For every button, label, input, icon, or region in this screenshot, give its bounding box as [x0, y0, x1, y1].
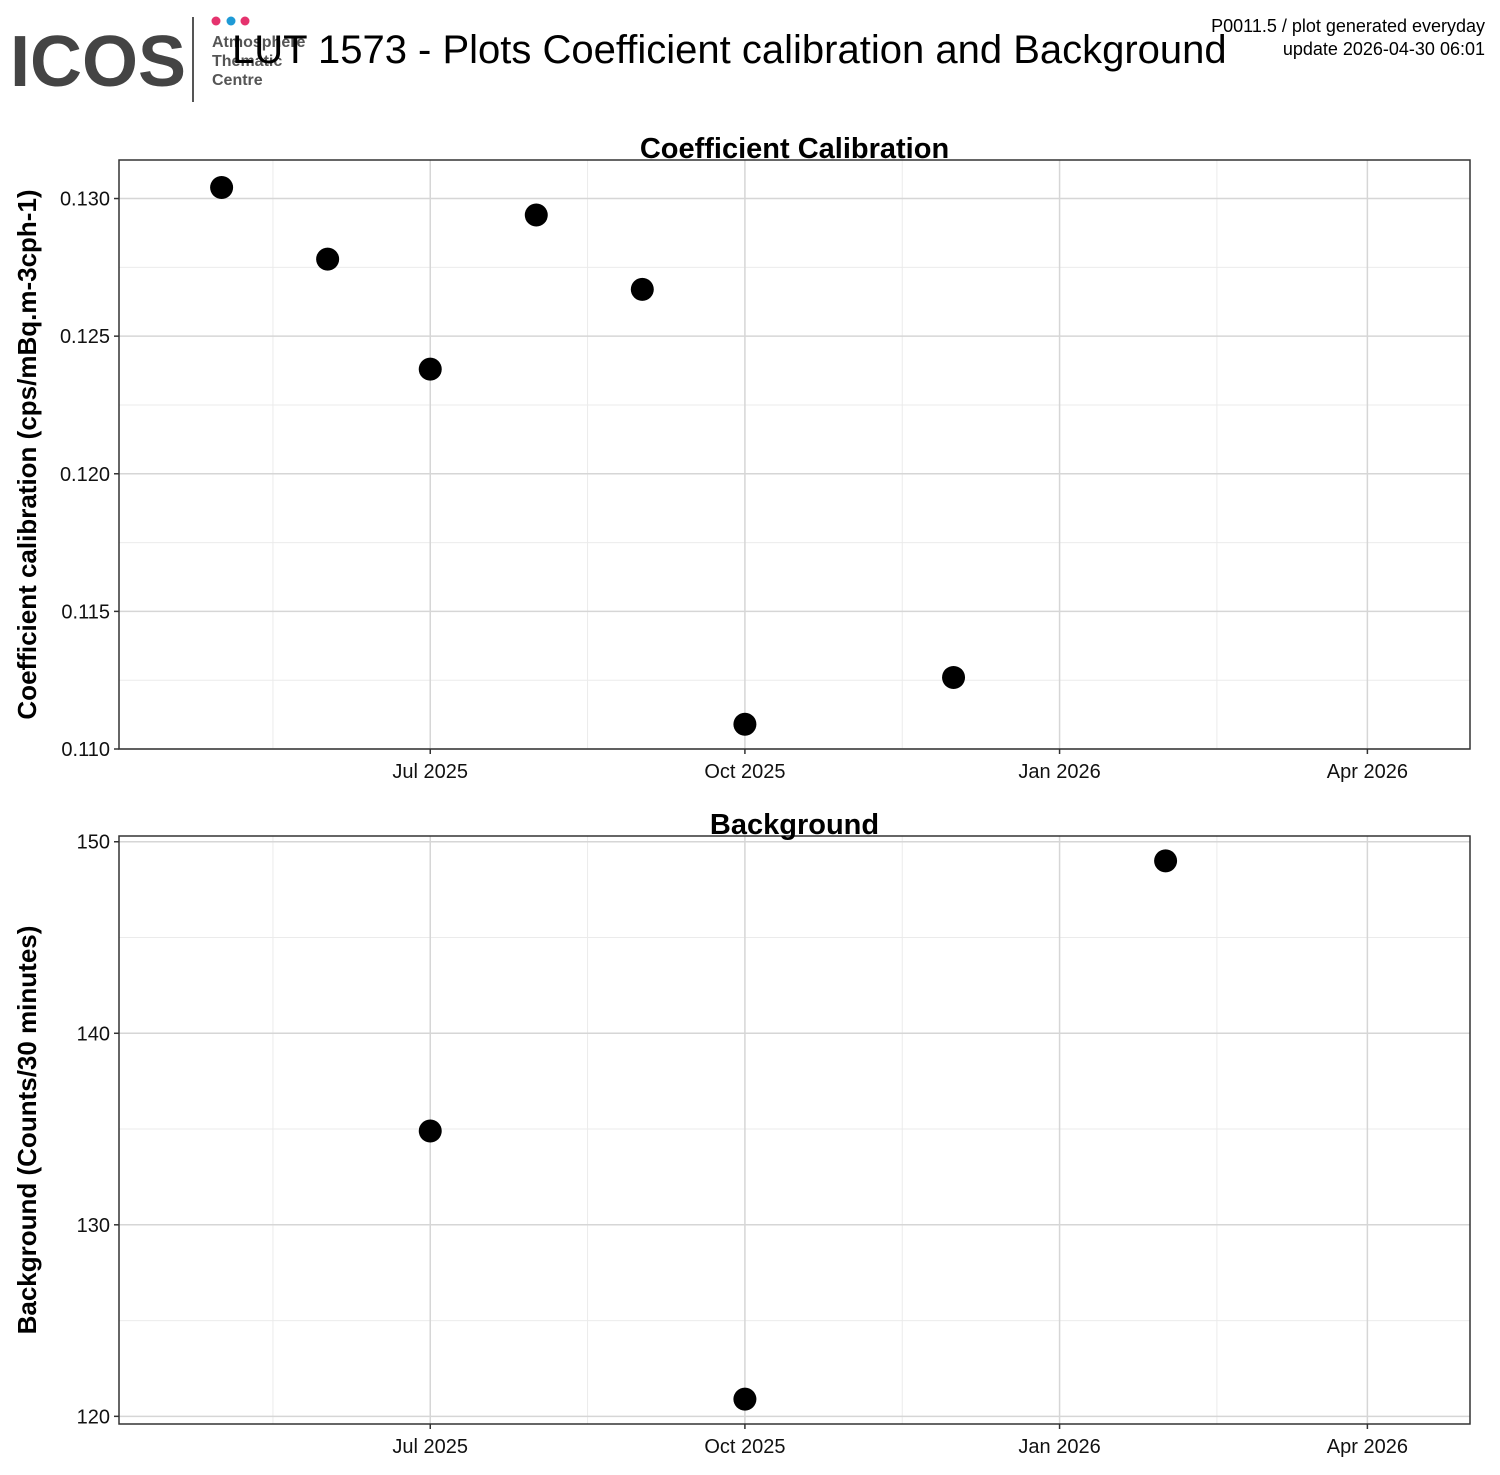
- x-tick-label: Jul 2025: [392, 761, 468, 783]
- point: [524, 203, 548, 227]
- y-tick-label: 0.115: [61, 601, 110, 623]
- logo-dot: [211, 16, 221, 26]
- x-tick-label: Jan 2026: [1018, 761, 1100, 783]
- info-text: update 2026-04-30 06:01: [1283, 39, 1485, 59]
- panel-border: [118, 159, 1471, 750]
- y-axis-label: Background (Counts/30 minutes): [12, 926, 42, 1335]
- x-tick-label: Jul 2025: [392, 1436, 468, 1458]
- logo-dot: [226, 16, 236, 26]
- point: [630, 277, 654, 301]
- x-tick-label: Apr 2026: [1327, 1436, 1408, 1458]
- chart-title: Coefficient Calibration: [640, 133, 949, 165]
- x-tick-label: Apr 2026: [1327, 761, 1408, 783]
- point: [1154, 849, 1178, 873]
- panel-background: [119, 836, 1470, 1424]
- point: [733, 1387, 757, 1411]
- y-tick-label: 140: [77, 1023, 110, 1045]
- y-tick-label: 0.130: [60, 189, 110, 211]
- point: [210, 176, 234, 200]
- info-text: P0011.5 / plot generated everyday: [1211, 16, 1485, 36]
- point: [733, 712, 757, 736]
- y-tick-label: 0.110: [61, 739, 110, 761]
- y-tick-label: 120: [77, 1406, 110, 1428]
- y-axis-label: Coefficient calibration (cps/mBq.m-3cph-…: [12, 189, 42, 719]
- point: [418, 1119, 442, 1143]
- x-tick-label: Oct 2025: [704, 761, 785, 783]
- y-tick-label: 0.125: [60, 326, 110, 348]
- logo-text: Atmosphere: [212, 34, 305, 51]
- chart-title: Background: [710, 809, 879, 841]
- logo-dot: [240, 16, 250, 26]
- logo-text: Centre: [212, 72, 263, 89]
- y-tick-label: 0.120: [60, 464, 110, 486]
- point: [418, 357, 442, 381]
- panel-background: [119, 160, 1470, 749]
- point: [942, 665, 966, 689]
- y-tick-label: 130: [77, 1215, 110, 1237]
- page-title: LUT 1573 - Plots Coefficient calibration…: [232, 28, 1227, 72]
- point: [316, 247, 340, 271]
- logo: ICOS: [10, 22, 186, 102]
- y-tick-label: 150: [77, 832, 110, 854]
- x-tick-label: Jan 2026: [1018, 1436, 1100, 1458]
- logo-text: Thematic: [212, 53, 282, 70]
- x-tick-label: Oct 2025: [704, 1436, 785, 1458]
- panel-border: [118, 835, 1471, 1425]
